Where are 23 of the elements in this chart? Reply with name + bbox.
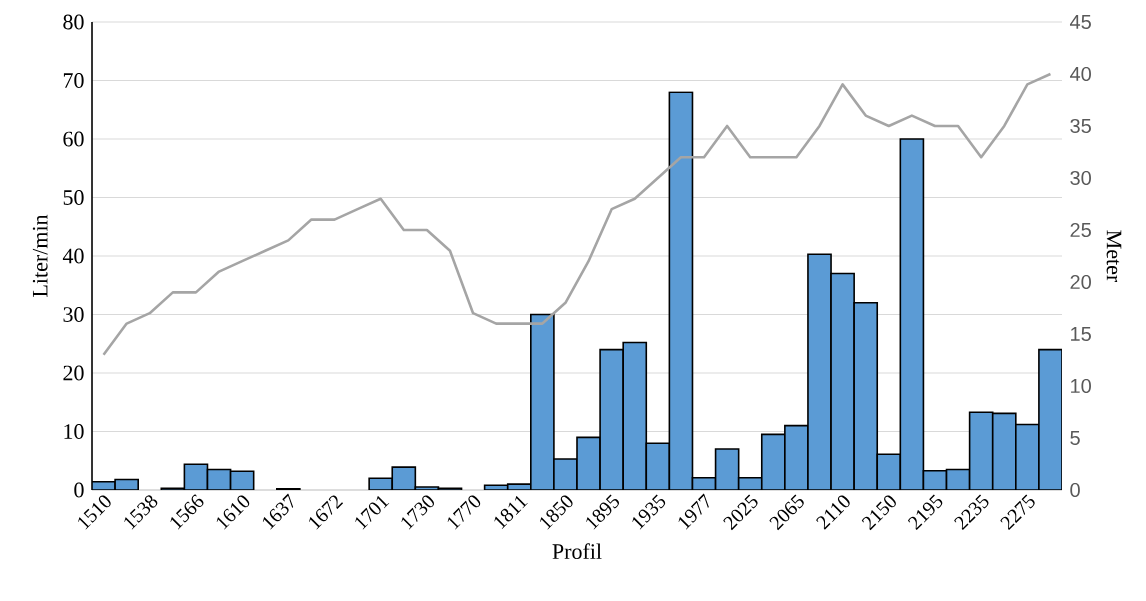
y-tick-label: 60	[63, 131, 84, 147]
y-tick-label: 80	[63, 14, 84, 30]
y2-tick-label: 30	[1070, 170, 1091, 186]
y2-tick-label: 0	[1070, 482, 1080, 498]
y2-axis-title: Meter	[1106, 230, 1122, 283]
y2-tick-label: 45	[1069, 15, 1091, 29]
y2-tick-label: 20	[1070, 274, 1091, 290]
y-axis-title: Liter/min	[32, 214, 48, 297]
x-tick-label: 1701	[355, 495, 390, 530]
y-tick-label: 50	[63, 190, 84, 205]
y-tick-label: 40	[62, 248, 84, 264]
y2-tick-label: 40	[1069, 66, 1091, 82]
x-tick-label: 1811	[494, 495, 528, 530]
y2-tick-label: 35	[1070, 118, 1091, 134]
y-tick-label: 30	[63, 307, 84, 322]
y-tick-label: 10	[64, 424, 84, 439]
y2-tick-label: 15	[1071, 327, 1091, 341]
y-tick-label: 70	[63, 73, 84, 88]
y2-tick-label: 5	[1070, 431, 1080, 445]
y-tick-label: 20	[63, 365, 84, 381]
y2-tick-label: 10	[1071, 378, 1091, 394]
x-axis-title: Profil	[552, 543, 602, 559]
y2-tick-label: 25	[1070, 222, 1091, 238]
